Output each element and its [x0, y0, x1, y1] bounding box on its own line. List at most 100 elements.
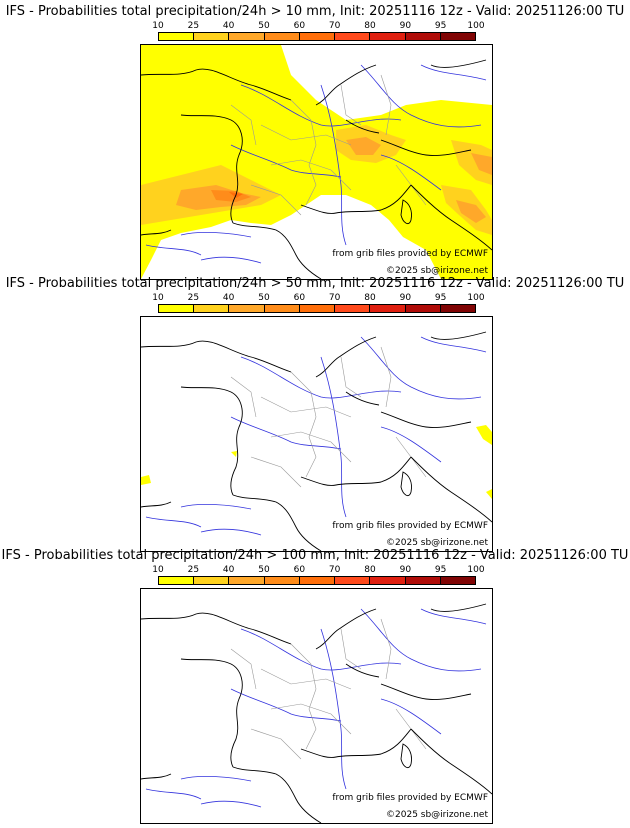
- colorbar-ticks: 10 25 40 50 60 70 80 90 95 100: [150, 565, 490, 575]
- prob-area-10-east: [476, 425, 492, 445]
- colorbar-segment: [370, 33, 406, 40]
- colorbar-tick-label: 25: [187, 21, 200, 31]
- panel-title: IFS - Probabilities total precipitation/…: [5, 4, 625, 19]
- prob-area-10-coast: [231, 451, 237, 457]
- colorbar-segment: [335, 305, 371, 312]
- colorbar-tick-label: 80: [364, 565, 376, 575]
- precip-map: from grib files provided by ECMWF ©2025 …: [140, 316, 493, 552]
- colorbar-tick-label: 10: [152, 293, 164, 303]
- colorbar-segment: [370, 577, 406, 584]
- colorbar-tick-label: 40: [222, 565, 235, 575]
- coastlines: [141, 331, 492, 551]
- colorbar-tick-label: 95: [434, 293, 447, 303]
- colorbar-tick-label: 80: [364, 293, 376, 303]
- prob-area-10-west: [141, 475, 151, 485]
- colorbar-ticks: 10 25 40 50 60 70 80 90 95 100: [150, 21, 490, 31]
- colorbar-tick-label: 90: [399, 293, 412, 303]
- source-note: from grib files provided by ECMWF: [332, 521, 488, 531]
- colorbar: [158, 32, 476, 41]
- colorbar-segment: [335, 577, 371, 584]
- colorbar-segment: [405, 577, 441, 584]
- rivers: [145, 336, 487, 536]
- colorbar-tick-label: 50: [258, 565, 270, 575]
- colorbar-tick-label: 70: [328, 565, 341, 575]
- colorbar-segment: [299, 577, 336, 584]
- copyright: ©2025 sb@irizone.net: [386, 538, 488, 548]
- admin-borders: [230, 618, 427, 760]
- colorbar-segment: [440, 577, 475, 584]
- prob-area-10-island: [406, 195, 417, 223]
- colorbar-ticks: 10 25 40 50 60 70 80 90 95 100: [150, 293, 490, 303]
- colorbar-tick-label: 10: [152, 21, 164, 31]
- colorbar-tick-label: 95: [434, 565, 447, 575]
- prob-area-10-north: [141, 45, 191, 107]
- colorbar-segment: [229, 33, 265, 40]
- colorbar-tick-label: 80: [364, 21, 376, 31]
- copyright: ©2025 sb@irizone.net: [386, 266, 488, 276]
- colorbar-tick-label: 70: [328, 293, 341, 303]
- prob-area-10-south: [486, 489, 492, 499]
- colorbar-segment: [194, 33, 230, 40]
- panel-10mm: IFS - Probabilities total precipitation/…: [0, 4, 630, 280]
- source-note: from grib files provided by ECMWF: [332, 793, 488, 803]
- colorbar-segment: [405, 33, 441, 40]
- prob-area-10-coast: [141, 95, 281, 165]
- colorbar-segment: [370, 305, 406, 312]
- colorbar-segment: [299, 33, 336, 40]
- colorbar-segment: [264, 577, 300, 584]
- prob-area-40-alps: [346, 137, 381, 155]
- colorbar-segment: [229, 577, 265, 584]
- admin-borders: [230, 74, 427, 216]
- colorbar-segment: [264, 305, 300, 312]
- colorbar-tick-label: 40: [222, 293, 235, 303]
- coastlines: [141, 59, 492, 279]
- colorbar-segment: [194, 305, 230, 312]
- copyright: ©2025 sb@irizone.net: [386, 810, 488, 820]
- colorbar: [158, 576, 476, 585]
- colorbar-segment: [159, 577, 195, 584]
- colorbar-segment: [440, 305, 475, 312]
- colorbar-tick-label: 10: [152, 565, 164, 575]
- colorbar: [158, 304, 476, 313]
- colorbar-tick-label: 100: [467, 21, 485, 31]
- colorbar-tick-label: 50: [258, 21, 270, 31]
- colorbar-tick-label: 25: [187, 293, 200, 303]
- colorbar-tick-label: 90: [399, 565, 412, 575]
- colorbar-tick-label: 70: [328, 21, 341, 31]
- colorbar-segment: [159, 305, 195, 312]
- panel-100mm: IFS - Probabilities total precipitation/…: [0, 548, 630, 824]
- admin-borders: [230, 346, 427, 488]
- colorbar-segment: [335, 33, 371, 40]
- colorbar-tick-label: 60: [293, 21, 306, 31]
- colorbar-segment: [194, 577, 230, 584]
- prob-area-40-italy: [456, 200, 486, 223]
- source-note: from grib files provided by ECMWF: [332, 249, 488, 259]
- colorbar-segment: [159, 33, 195, 40]
- prob-area-40-east: [471, 153, 492, 175]
- colorbar-segment: [229, 305, 265, 312]
- map-graphic: [141, 603, 492, 823]
- colorbar-tick-label: 60: [293, 293, 306, 303]
- colorbar-tick-label: 40: [222, 21, 235, 31]
- precip-map: from grib files provided by ECMWF ©2025 …: [140, 44, 493, 280]
- prob-area-50: [211, 190, 251, 202]
- coastlines: [141, 603, 492, 823]
- prob-shading: [141, 425, 492, 499]
- colorbar-segment: [405, 305, 441, 312]
- precip-map: from grib files provided by ECMWF ©2025 …: [140, 588, 493, 824]
- rivers: [145, 608, 487, 808]
- panel-title: IFS - Probabilities total precipitation/…: [1, 548, 629, 563]
- colorbar-segment: [264, 33, 300, 40]
- prob-shading: [141, 45, 492, 279]
- panel-50mm: IFS - Probabilities total precipitation/…: [0, 276, 630, 552]
- panel-title: IFS - Probabilities total precipitation/…: [5, 276, 625, 291]
- prob-area-25-east: [451, 140, 492, 185]
- colorbar-tick-label: 100: [467, 293, 485, 303]
- map-graphic: [141, 45, 492, 279]
- colorbar-tick-label: 100: [467, 565, 485, 575]
- colorbar-tick-label: 50: [258, 293, 270, 303]
- colorbar-tick-label: 95: [434, 21, 447, 31]
- colorbar-tick-label: 25: [187, 565, 200, 575]
- colorbar-segment: [299, 305, 336, 312]
- colorbar-tick-label: 90: [399, 21, 412, 31]
